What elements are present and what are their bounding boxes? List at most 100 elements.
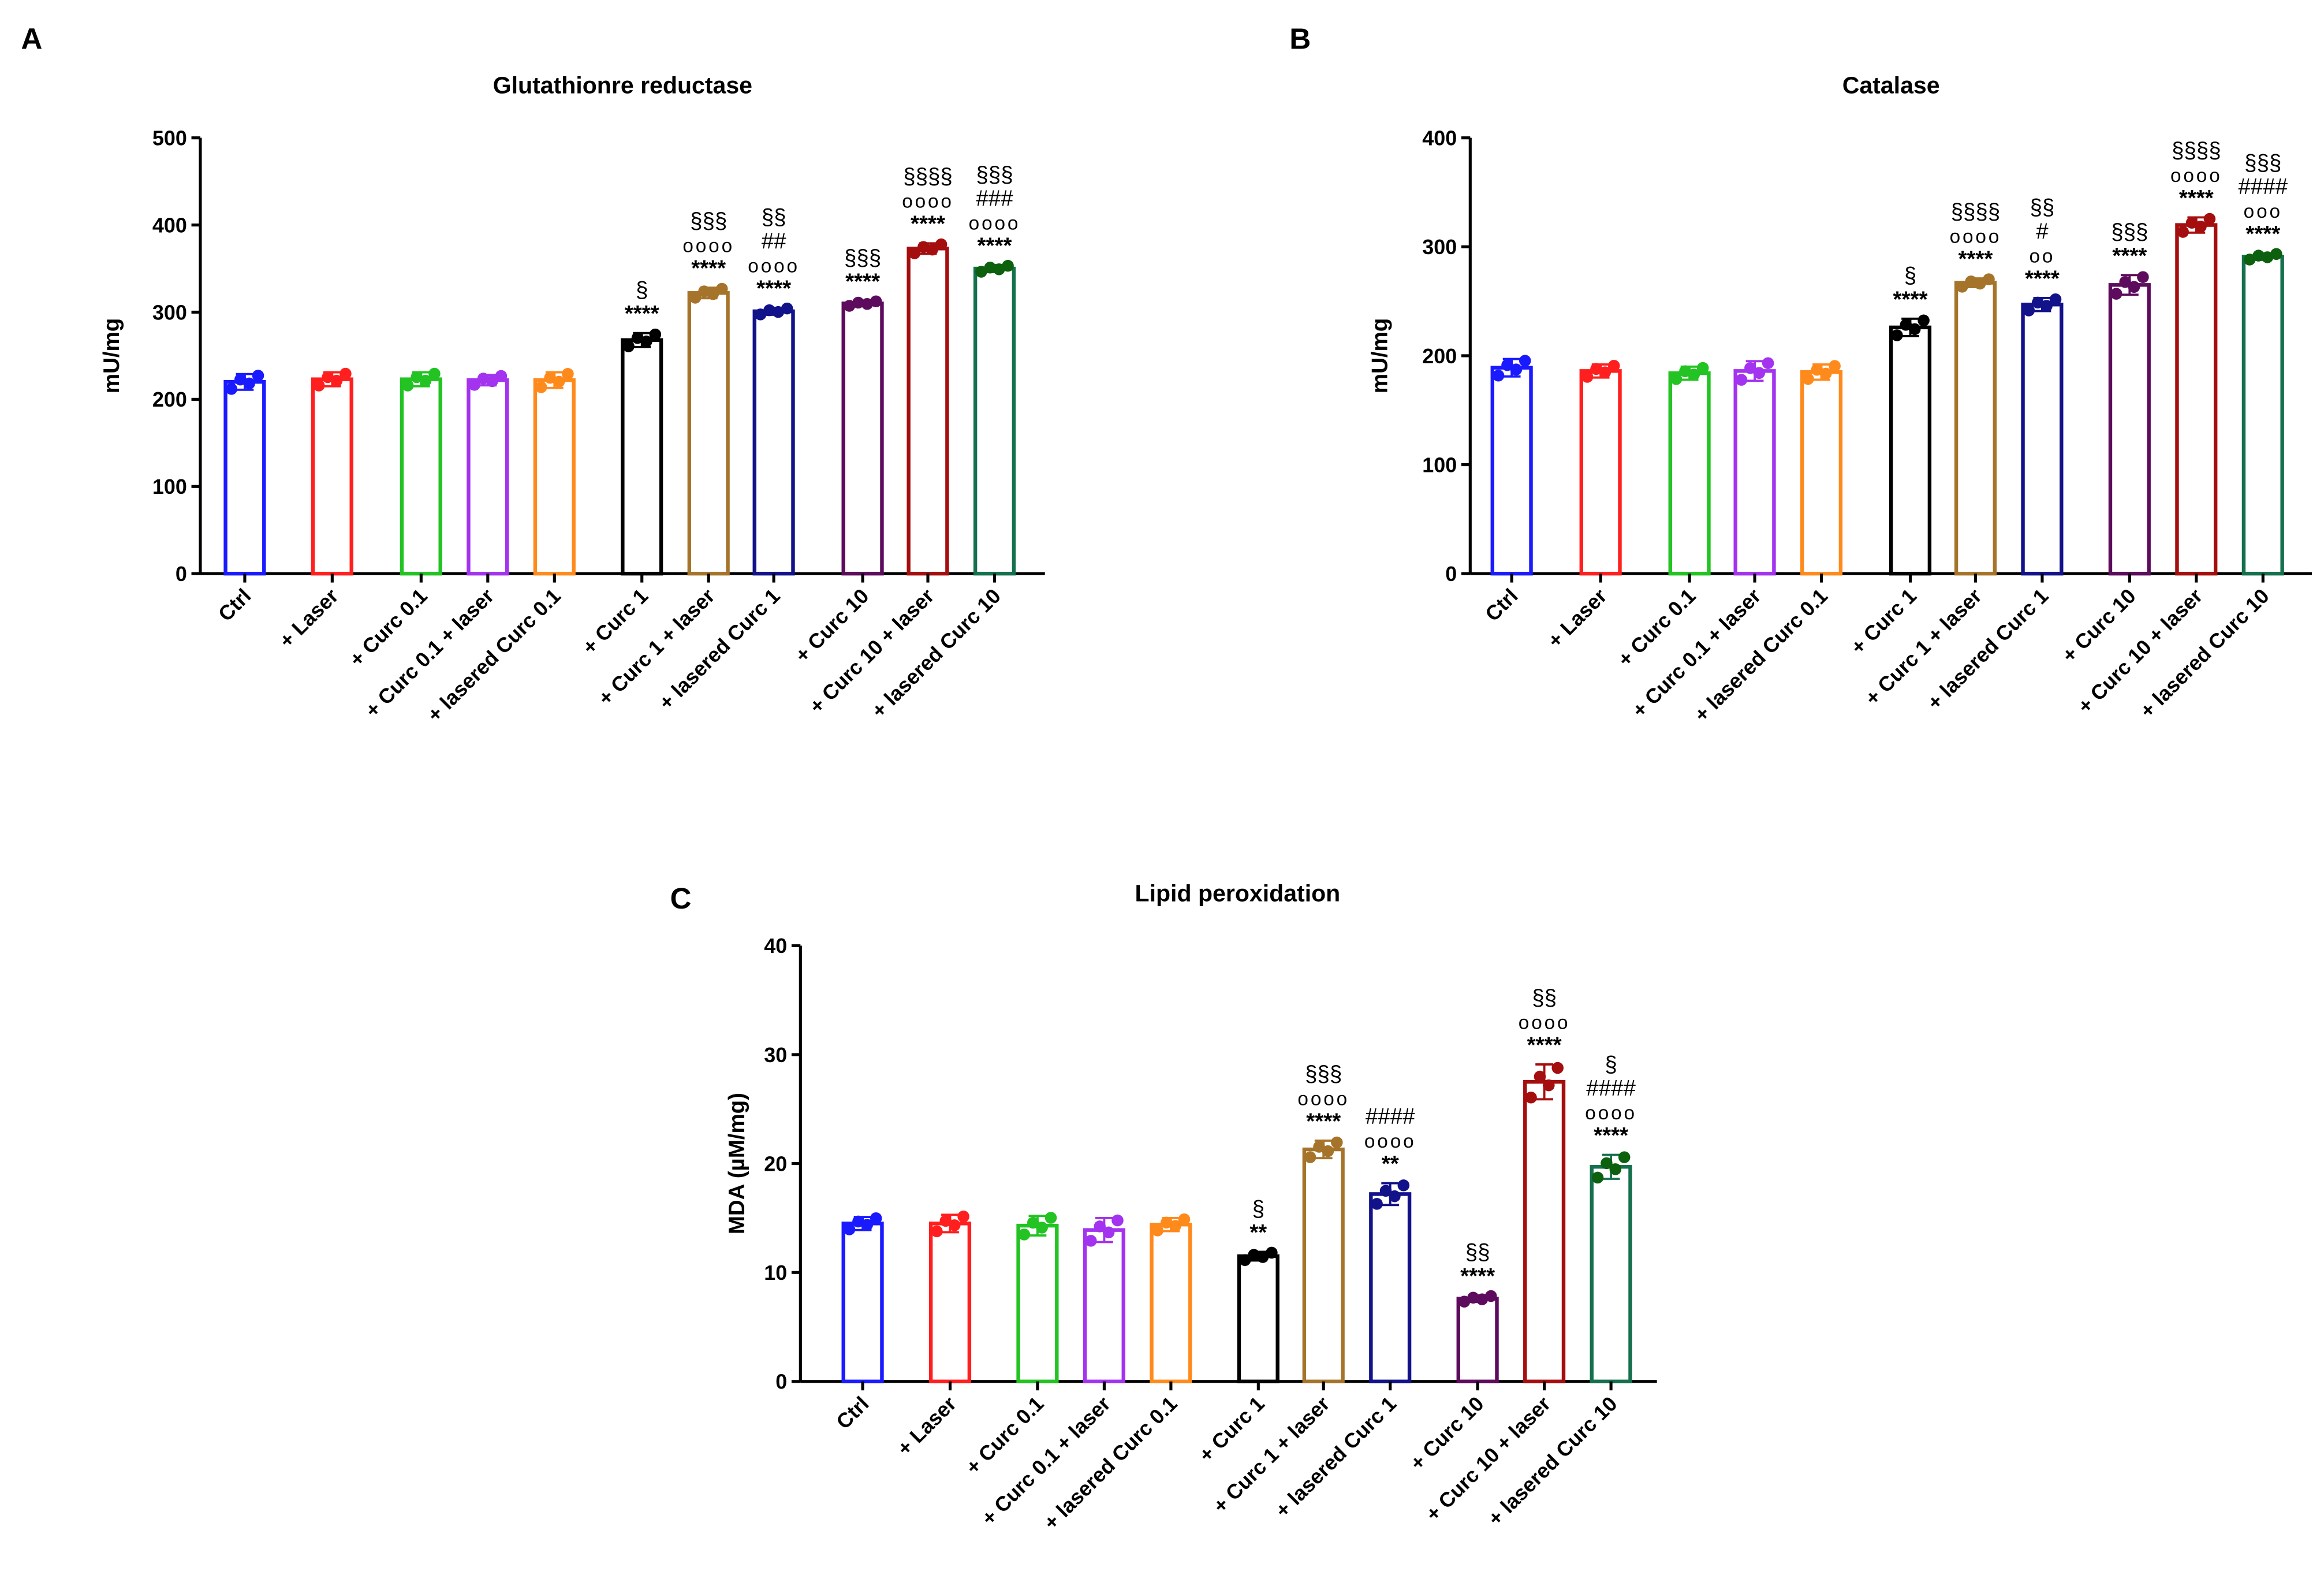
y-tick-label: 200: [152, 388, 187, 411]
data-point: [1379, 1185, 1392, 1197]
data-point: [1551, 1062, 1564, 1074]
bar: [1490, 366, 1533, 576]
significance-label: ####: [2238, 174, 2288, 199]
data-point: [2031, 296, 2044, 309]
data-point: [1178, 1213, 1191, 1226]
y-tick-label: 0: [176, 562, 187, 586]
significance-label: §§§: [2244, 151, 2281, 176]
significance-label: §: [1252, 1197, 1264, 1222]
data-point: [1151, 1224, 1164, 1237]
bar: [1456, 1297, 1499, 1384]
bar: [1733, 369, 1776, 576]
significance-label: ****: [625, 301, 659, 326]
significance-label: #: [2036, 219, 2049, 244]
bar: [1590, 1165, 1632, 1384]
significance-label: §: [636, 278, 648, 303]
significance-label: ###: [976, 186, 1013, 211]
bar: [1668, 371, 1711, 576]
chart-title-c: Lipid peroxidation: [1135, 880, 1341, 906]
y-tick-label: 400: [1422, 126, 1457, 150]
data-point: [993, 263, 1005, 275]
data-point: [468, 379, 480, 391]
data-point: [252, 370, 264, 382]
bar: [400, 377, 442, 576]
significance-label: ****: [978, 233, 1012, 258]
data-point: [1670, 373, 1683, 385]
bar: [1016, 1223, 1059, 1384]
x-tick-label: + Laser: [892, 1392, 961, 1461]
data-point: [2041, 300, 2053, 312]
data-point: [843, 1223, 856, 1235]
significance-label: ****: [845, 269, 880, 294]
data-point: [1045, 1212, 1057, 1224]
significance-label: ****: [1306, 1109, 1341, 1134]
x-tick-label: + lasered Curc 10: [2135, 584, 2274, 723]
data-point: [486, 375, 498, 388]
data-point: [2128, 281, 2140, 293]
chart-title-a: Glutathionre reductase: [493, 72, 752, 99]
data-point: [861, 1219, 874, 1231]
data-point: [428, 367, 441, 380]
data-point: [2195, 220, 2207, 233]
data-point: [1688, 368, 1700, 381]
data-point: [852, 296, 864, 309]
data-point: [1900, 319, 1912, 331]
bar: [1954, 281, 1997, 576]
significance-label: ****: [1460, 1264, 1495, 1289]
y-tick-label: 100: [152, 475, 187, 498]
significance-label: §: [1904, 263, 1916, 288]
x-tick-label: + Curc 10 + laser: [1421, 1392, 1555, 1526]
data-point: [1476, 1293, 1489, 1305]
y-tick-label: 0: [1445, 562, 1457, 586]
significance-label: oooo: [1950, 226, 2002, 247]
significance-label: ####: [1366, 1104, 1415, 1129]
significance-label: §§§§: [2172, 139, 2221, 163]
data-point: [1829, 360, 1841, 372]
data-point: [931, 1225, 943, 1238]
data-point: [1331, 1136, 1343, 1149]
data-point: [2049, 293, 2062, 306]
data-point: [1762, 357, 1774, 370]
significance-label: ****: [1958, 247, 1993, 271]
x-tick-label: + Curc 10 + laser: [804, 584, 938, 718]
y-tick-label: 20: [764, 1152, 787, 1175]
data-point: [772, 306, 785, 318]
data-point: [1581, 371, 1594, 383]
data-point: [1744, 362, 1756, 374]
panel-letter-a: A: [21, 23, 42, 55]
data-point: [1679, 365, 1691, 377]
data-point: [1018, 1228, 1031, 1241]
data-point: [1607, 360, 1620, 372]
panel-letter-b: B: [1289, 23, 1311, 55]
bar: [687, 291, 730, 576]
data-point: [1591, 1171, 1604, 1184]
data-point: [411, 371, 423, 384]
data-point: [340, 367, 352, 380]
data-point: [631, 332, 644, 344]
significance-label: oooo: [2170, 165, 2222, 187]
data-point: [544, 371, 556, 384]
data-point: [640, 335, 652, 348]
chart-title-b: Catalase: [1842, 72, 1940, 99]
data-point: [2185, 217, 2198, 229]
bar: [2108, 283, 2151, 576]
significance-label: ##: [762, 229, 786, 254]
significance-label: oo: [2030, 245, 2056, 267]
data-point: [1519, 355, 1531, 367]
bar: [1523, 1079, 1566, 1384]
data-point: [1094, 1220, 1106, 1233]
data-point: [1371, 1198, 1383, 1210]
data-point: [330, 374, 343, 387]
data-point: [1618, 1151, 1631, 1163]
data-point: [1002, 259, 1014, 272]
data-point: [2270, 248, 2282, 260]
data-point: [1908, 323, 1921, 336]
data-point: [1304, 1151, 1316, 1163]
data-point: [1510, 363, 1523, 375]
data-point: [1891, 329, 1903, 341]
significance-label: §§: [1532, 985, 1557, 1010]
data-point: [1169, 1220, 1181, 1232]
significance-label: ****: [756, 276, 791, 301]
